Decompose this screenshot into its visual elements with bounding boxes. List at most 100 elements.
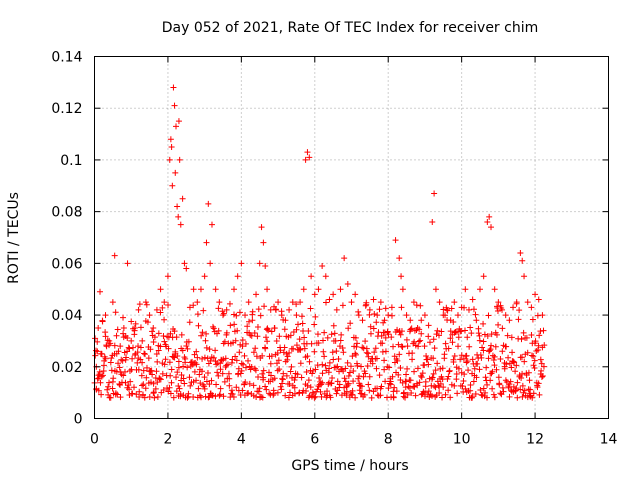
data-point-baseline [407, 377, 414, 384]
x-tick-label: 0 [90, 432, 99, 448]
data-point-baseline [102, 333, 109, 340]
data-point-baseline [217, 366, 224, 373]
data-point-baseline [536, 332, 543, 339]
data-point-baseline [528, 332, 535, 339]
data-point-baseline [445, 387, 452, 394]
data-point-baseline [112, 309, 119, 316]
data-point-baseline [361, 391, 368, 398]
data-point-baseline [299, 320, 306, 327]
data-point-baseline [477, 387, 484, 394]
data-point-baseline [426, 339, 433, 346]
data-point-baseline [434, 360, 441, 367]
data-point-baseline [260, 374, 267, 381]
data-point-baseline [483, 364, 490, 371]
data-point-baseline [94, 375, 101, 382]
data-point-baseline [371, 349, 378, 356]
data-point-baseline [114, 391, 121, 398]
data-point-baseline [208, 377, 215, 384]
data-point-baseline [364, 363, 371, 369]
data-point-baseline [274, 367, 281, 374]
data-point-baseline [136, 301, 143, 308]
data-point [499, 306, 506, 313]
data-point-baseline [140, 381, 147, 388]
data-point-baseline [430, 355, 437, 362]
data-point-baseline [142, 385, 149, 392]
data-point-baseline [490, 391, 497, 398]
data-point-baseline [349, 353, 356, 360]
data-point-baseline [486, 347, 493, 354]
data-point-baseline [390, 343, 397, 350]
data-point-baseline [447, 328, 454, 335]
data-point-baseline [273, 338, 280, 345]
data-point-baseline [124, 335, 131, 342]
data-point-baseline [194, 311, 201, 318]
data-point-baseline [530, 362, 537, 369]
data-point-baseline [534, 347, 541, 354]
data-point-baseline [470, 378, 477, 385]
data-point-baseline [439, 394, 446, 401]
data-point [197, 286, 204, 293]
data-point-baseline [234, 327, 241, 334]
data-point [258, 224, 265, 231]
data-point-baseline [295, 321, 302, 328]
data-point-baseline [376, 306, 383, 313]
data-point [302, 156, 309, 163]
data-point [256, 260, 263, 267]
data-point-baseline [100, 367, 107, 374]
y-tick-label: 0.02 [51, 360, 82, 376]
x-tick-label: 8 [384, 432, 393, 448]
data-point-baseline [335, 356, 342, 363]
data-point-baseline [149, 328, 156, 335]
data-point-baseline [291, 384, 298, 391]
data-point-baseline [143, 364, 150, 371]
data-point-baseline [495, 374, 502, 381]
data-point-baseline [245, 390, 252, 397]
data-point-baseline [326, 365, 333, 372]
data-point [532, 291, 539, 298]
data-point [203, 239, 210, 246]
data-point-baseline [484, 381, 491, 388]
data-point-baseline [150, 390, 157, 397]
data-point-baseline [307, 305, 314, 312]
data-point-baseline [499, 384, 506, 391]
data-point-baseline [109, 385, 116, 392]
data-point-baseline [97, 379, 104, 386]
data-point-baseline [228, 387, 235, 394]
data-point-baseline [382, 334, 389, 341]
data-point-baseline [382, 378, 389, 385]
data-point-baseline [480, 347, 487, 354]
data-point [326, 296, 333, 303]
data-point-baseline [340, 349, 347, 356]
data-point-baseline [373, 355, 380, 362]
y-tick-label: 0.1 [60, 153, 82, 169]
data-point-baseline [319, 337, 326, 344]
data-point [174, 203, 181, 210]
data-point-baseline [141, 350, 148, 357]
data-point-baseline [94, 348, 101, 355]
data-point-baseline [98, 373, 105, 380]
data-point-baseline [186, 319, 193, 326]
data-point [528, 304, 535, 311]
data-point [120, 325, 127, 331]
data-point-baseline [286, 381, 293, 388]
data-point-baseline [250, 382, 257, 389]
data-point-baseline [404, 365, 411, 372]
data-point-baseline [345, 380, 352, 387]
data-point-baseline [129, 390, 136, 397]
data-point-baseline [220, 310, 227, 317]
data-point [172, 169, 179, 176]
data-point-baseline [332, 337, 339, 344]
data-point-baseline [523, 334, 530, 341]
data-point-baseline [362, 338, 369, 345]
data-point [396, 255, 403, 262]
data-point-baseline [206, 346, 213, 353]
x-tick-label: 12 [526, 432, 544, 448]
data-point-baseline [175, 364, 182, 371]
data-point-baseline [263, 386, 270, 393]
data-point-baseline [241, 352, 248, 359]
data-point-baseline [268, 372, 275, 379]
data-point-baseline [157, 309, 164, 316]
data-point-baseline [178, 331, 185, 338]
data-point [431, 190, 438, 197]
data-point [306, 154, 313, 161]
